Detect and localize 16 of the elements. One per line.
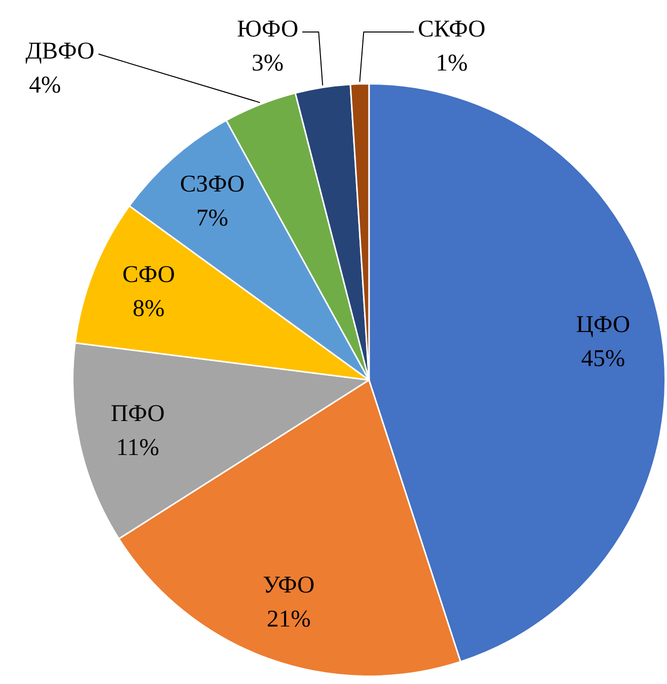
slice-label: СЗФО xyxy=(180,172,245,198)
data-label: 8% xyxy=(132,296,165,322)
slice-label: ЦФО xyxy=(576,312,630,338)
slice-label: СКФО xyxy=(418,16,486,42)
data-label: 4% xyxy=(28,72,61,98)
data-label: 1% xyxy=(436,50,468,76)
slice-label: ДВФО xyxy=(25,38,94,64)
slice-label: СФО xyxy=(122,262,175,288)
data-label: 21% xyxy=(266,606,311,632)
data-label: 7% xyxy=(196,206,228,232)
slice-label: ПФО xyxy=(110,400,165,427)
data-label: 11% xyxy=(116,434,160,461)
slice-label: УФО xyxy=(262,572,315,598)
data-label: 3% xyxy=(252,50,284,76)
data-label: 45% xyxy=(581,346,626,372)
slice-label: ЮФО xyxy=(237,16,298,42)
